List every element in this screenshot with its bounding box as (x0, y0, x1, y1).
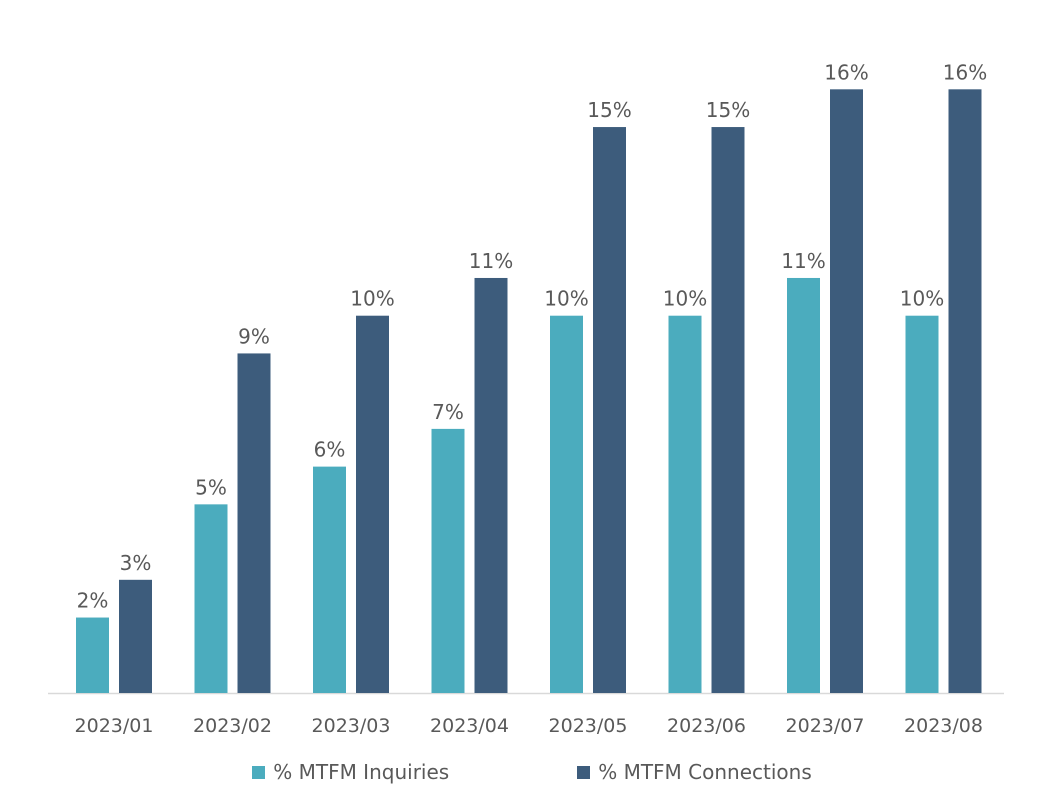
bar-inquiries-2023/07 (787, 277, 820, 693)
legend-item-inquiries: % MTFM Inquiries (252, 760, 449, 784)
data-label-inquiries-2023/02: 5% (195, 475, 227, 499)
x-tick-label-2023/08: 2023/08 (904, 715, 983, 737)
data-label-inquiries-2023/05: 10% (544, 287, 588, 311)
legend-swatch-connections (577, 765, 591, 779)
bar-chart: 2% 3% 2023/01 5% 9% 2023/02 6% 10% 2023/03 7% 11% 2… (48, 60, 1004, 737)
chart-legend: % MTFM Inquiries % MTFM Connections (0, 760, 1064, 784)
legend-label-inquiries: % MTFM Inquiries (273, 760, 450, 784)
bar-connections-2023/05 (593, 127, 626, 694)
data-label-connections-2023/06: 15% (706, 98, 750, 122)
data-label-inquiries-2023/06: 10% (663, 287, 707, 311)
legend-swatch-inquiries (252, 765, 266, 779)
data-label-connections-2023/07: 16% (824, 60, 868, 84)
x-tick-label-2023/05: 2023/05 (549, 715, 628, 737)
x-tick-label-2023/07: 2023/07 (786, 715, 865, 737)
bar-connections-2023/01 (119, 579, 152, 693)
bar-connections-2023/04 (474, 277, 508, 693)
data-label-inquiries-2023/08: 10% (900, 287, 944, 311)
bar-connections-2023/08 (948, 89, 982, 693)
data-label-connections-2023/01: 3% (120, 551, 152, 575)
bar-inquiries-2023/06 (668, 315, 702, 693)
data-label-inquiries-2023/04: 7% (432, 400, 464, 424)
bar-inquiries-2023/05 (550, 315, 583, 693)
bar-connections-2023/03 (356, 315, 389, 693)
legend-label-connections: % MTFM Connections (598, 760, 812, 784)
data-label-inquiries-2023/01: 2% (77, 589, 109, 613)
bar-inquiries-2023/08 (905, 315, 939, 693)
data-label-connections-2023/03: 10% (350, 287, 394, 311)
data-label-connections-2023/08: 16% (943, 60, 987, 84)
x-tick-label-2023/04: 2023/04 (430, 715, 509, 737)
legend-item-connections: % MTFM Connections (577, 760, 812, 784)
bar-inquiries-2023/04 (431, 428, 465, 693)
bar-connections-2023/07 (830, 89, 863, 693)
x-tick-label-2023/01: 2023/01 (75, 715, 154, 737)
data-label-connections-2023/02: 9% (238, 324, 270, 348)
bar-connections-2023/06 (711, 127, 745, 694)
bar-connections-2023/02 (237, 353, 271, 693)
bar-inquiries-2023/03 (313, 466, 346, 693)
x-tick-label-2023/06: 2023/06 (667, 715, 746, 737)
x-tick-label-2023/03: 2023/03 (312, 715, 391, 737)
x-tick-label-2023/02: 2023/02 (193, 715, 272, 737)
data-label-connections-2023/04: 11% (469, 249, 513, 273)
bar-inquiries-2023/01 (76, 617, 109, 693)
data-label-inquiries-2023/03: 6% (314, 438, 346, 462)
data-label-inquiries-2023/07: 11% (781, 249, 825, 273)
bar-inquiries-2023/02 (194, 504, 228, 693)
data-label-connections-2023/05: 15% (587, 98, 631, 122)
